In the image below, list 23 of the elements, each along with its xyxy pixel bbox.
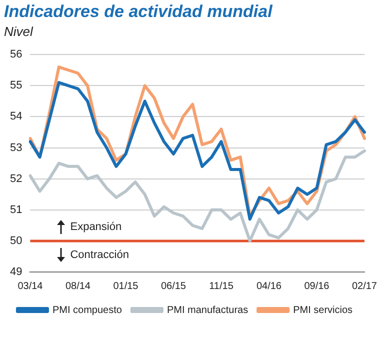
y-tick-label: 49 <box>10 266 22 278</box>
y-tick-label: 54 <box>10 110 22 123</box>
y-tick-label: 51 <box>10 204 22 216</box>
annotation: Contracción <box>70 248 129 261</box>
x-tick-label: 01/15 <box>113 280 139 292</box>
x-tick-label: 06/15 <box>160 280 186 292</box>
annotation: Expansión <box>70 220 122 233</box>
y-axis-title: Nivel <box>4 24 33 39</box>
x-tick-label: 04/16 <box>256 280 282 292</box>
legend-label: PMI servicios <box>293 304 353 316</box>
chart-title: Indicadores de actividad mundial <box>4 2 272 22</box>
y-tick-label: 53 <box>10 142 22 154</box>
legend-label: PMI compuesto <box>52 304 122 316</box>
x-tick-label: 11/15 <box>209 280 234 292</box>
x-tick-label: 09/16 <box>304 280 330 292</box>
y-tick-label: 55 <box>10 80 22 92</box>
y-tick-label: 52 <box>10 172 22 185</box>
y-tick-label: 50 <box>10 234 22 247</box>
legend-label: PMI manufacturas <box>166 304 248 316</box>
x-tick-label: 02/17 <box>352 280 378 292</box>
y-tick-label: 56 <box>10 48 22 61</box>
x-tick-label: 03/14 <box>18 280 44 292</box>
x-tick-label: 08/14 <box>65 280 91 292</box>
